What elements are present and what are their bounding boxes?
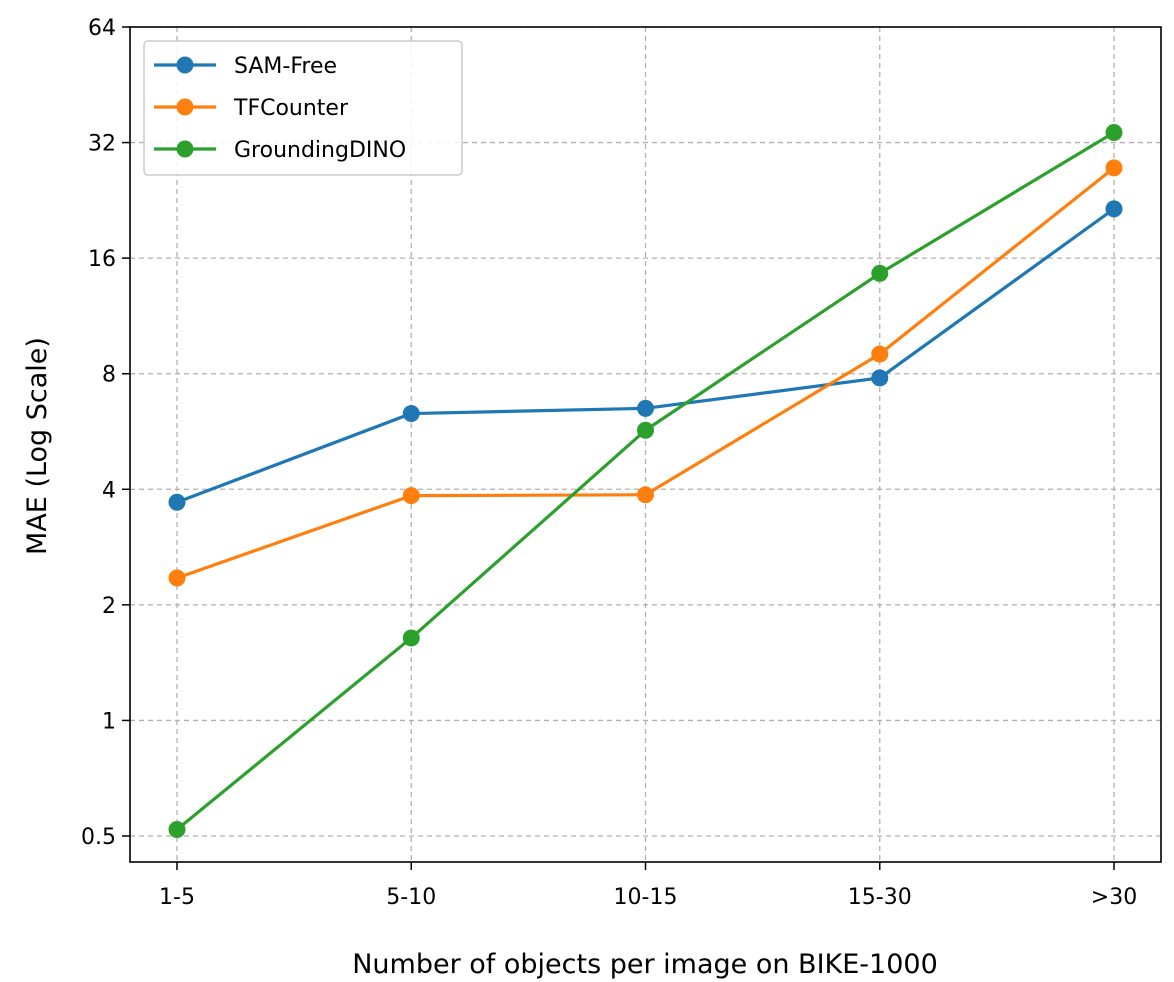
data-point xyxy=(402,487,420,505)
data-point xyxy=(1105,123,1123,141)
data-point xyxy=(637,399,654,417)
data-point xyxy=(871,345,889,363)
x-axis-label: Number of objects per image on BIKE-1000 xyxy=(352,949,938,980)
legend-box xyxy=(143,40,463,176)
x-tick-label: 5-10 xyxy=(386,885,436,910)
legend-swatch-marker xyxy=(176,56,194,74)
data-point xyxy=(402,629,420,647)
series-groundingdino xyxy=(168,123,1123,838)
data-point xyxy=(1105,200,1123,218)
y-tick-label: 8 xyxy=(102,363,116,388)
y-tick-label: 16 xyxy=(88,247,116,272)
legend-item: GroundingDINO xyxy=(154,138,406,163)
grid-lines xyxy=(130,26,1161,862)
data-point xyxy=(871,264,889,282)
legend-swatch-marker xyxy=(176,98,194,116)
data-point xyxy=(168,820,186,838)
data-point xyxy=(637,421,654,439)
x-tick-label: 15-30 xyxy=(848,885,912,910)
x-tick-label: 10-15 xyxy=(614,885,678,910)
data-point xyxy=(637,486,654,504)
data-point xyxy=(1105,159,1123,177)
legend-label: GroundingDINO xyxy=(234,138,406,163)
x-tick-label: 1-5 xyxy=(159,885,195,910)
data-point xyxy=(168,569,186,587)
y-axis-label: MAE (Log Scale) xyxy=(22,337,53,555)
legend-swatch-marker xyxy=(176,140,194,158)
data-point xyxy=(871,369,889,387)
legend-label: TFCounter xyxy=(233,96,349,121)
legend-item: SAM-Free xyxy=(154,54,337,79)
legend: SAM-Free TFCounter GroundingDINO xyxy=(143,40,463,176)
y-tick-label: 64 xyxy=(88,16,116,41)
y-tick-label: 1 xyxy=(102,709,116,734)
data-point xyxy=(402,405,420,423)
y-tick-label: 0.5 xyxy=(81,825,116,850)
y-tick-label: 2 xyxy=(102,594,116,619)
series-sam-free xyxy=(168,200,1123,511)
x-tick-label: >30 xyxy=(1091,885,1137,910)
y-tick-label: 4 xyxy=(102,478,116,503)
legend-label: SAM-Free xyxy=(234,54,337,79)
legend-item: TFCounter xyxy=(154,96,349,121)
y-tick-label: 32 xyxy=(88,132,116,157)
series-tfcounter xyxy=(168,159,1123,587)
axis-ticks: 0.5 1 2 4 8 16 32 64 1-5 5-10 10-15 15-30 >30 xyxy=(81,16,1137,910)
data-point xyxy=(168,493,186,511)
series-layer xyxy=(168,123,1123,838)
